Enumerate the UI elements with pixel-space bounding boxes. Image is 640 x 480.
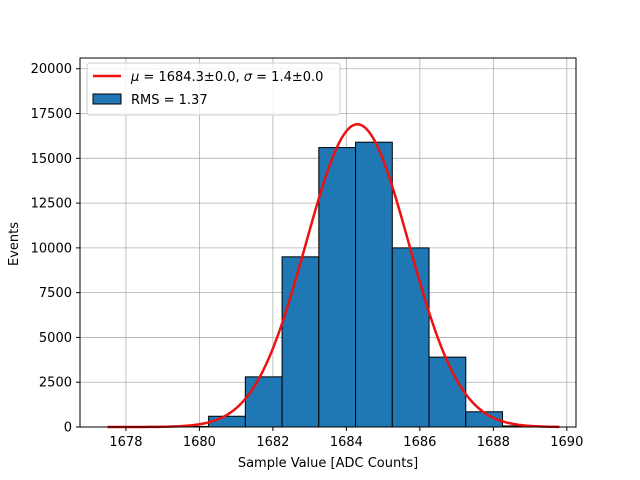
gaussian-fit — [107, 123, 560, 429]
plot-frame — [79, 57, 577, 428]
legend-histogram-swatch — [92, 93, 122, 105]
x-tick-label: 1686 — [403, 435, 436, 450]
y-tick-label: 7500 — [39, 286, 72, 301]
x-tick-label: 1684 — [330, 435, 363, 450]
y-tick-label: 0 — [64, 421, 72, 436]
histogram-bar — [391, 247, 430, 428]
legend-sigma-symbol: σ — [244, 70, 253, 85]
histogram-bar — [428, 356, 467, 428]
histogram-bar — [281, 256, 320, 428]
y-tick-label: 20000 — [31, 62, 72, 77]
x-axis-label: Sample Value [ADC Counts] — [238, 456, 418, 471]
y-tick-label: 5000 — [39, 331, 72, 346]
legend-mu-symbol: μ — [130, 70, 139, 85]
x-tick-label: 1690 — [550, 435, 583, 450]
legend-box — [86, 62, 341, 116]
fit-curve — [107, 123, 560, 429]
y-tick-label: 12500 — [31, 197, 72, 212]
histogram-bar — [318, 147, 357, 428]
legend-histogram-label: RMS = 1.37 — [131, 93, 208, 108]
x-tick-label: 1688 — [477, 435, 510, 450]
y-tick-label: 10000 — [31, 241, 72, 256]
legend-fit-label: μ = 1684.3±0.0, σ = 1.4±0.0 — [130, 70, 323, 85]
y-tick-label: 15000 — [31, 152, 72, 167]
histogram-bar — [355, 141, 393, 428]
y-axis-label: Events — [7, 222, 22, 266]
y-tick-label: 2500 — [39, 376, 72, 391]
x-axis-ticks: 1678 1680 1682 1684 1686 1688 1690 — [109, 427, 583, 450]
legend-mu-value: = 1684.3±0.0, — [139, 70, 243, 85]
legend-sigma-value: = 1.4±0.0 — [252, 70, 323, 85]
x-tick-label: 1678 — [109, 435, 142, 450]
y-axis-ticks: 0 2500 5000 7500 10000 12500 15000 17500 20000 — [31, 62, 80, 436]
legend: μ = 1684.3±0.0, σ = 1.4±0.0 RMS = 1.37 — [86, 62, 341, 116]
histogram-bar — [244, 376, 283, 428]
histogram-bars — [171, 141, 540, 428]
y-tick-label: 17500 — [31, 107, 72, 122]
x-tick-label: 1680 — [183, 435, 216, 450]
x-tick-label: 1682 — [256, 435, 289, 450]
